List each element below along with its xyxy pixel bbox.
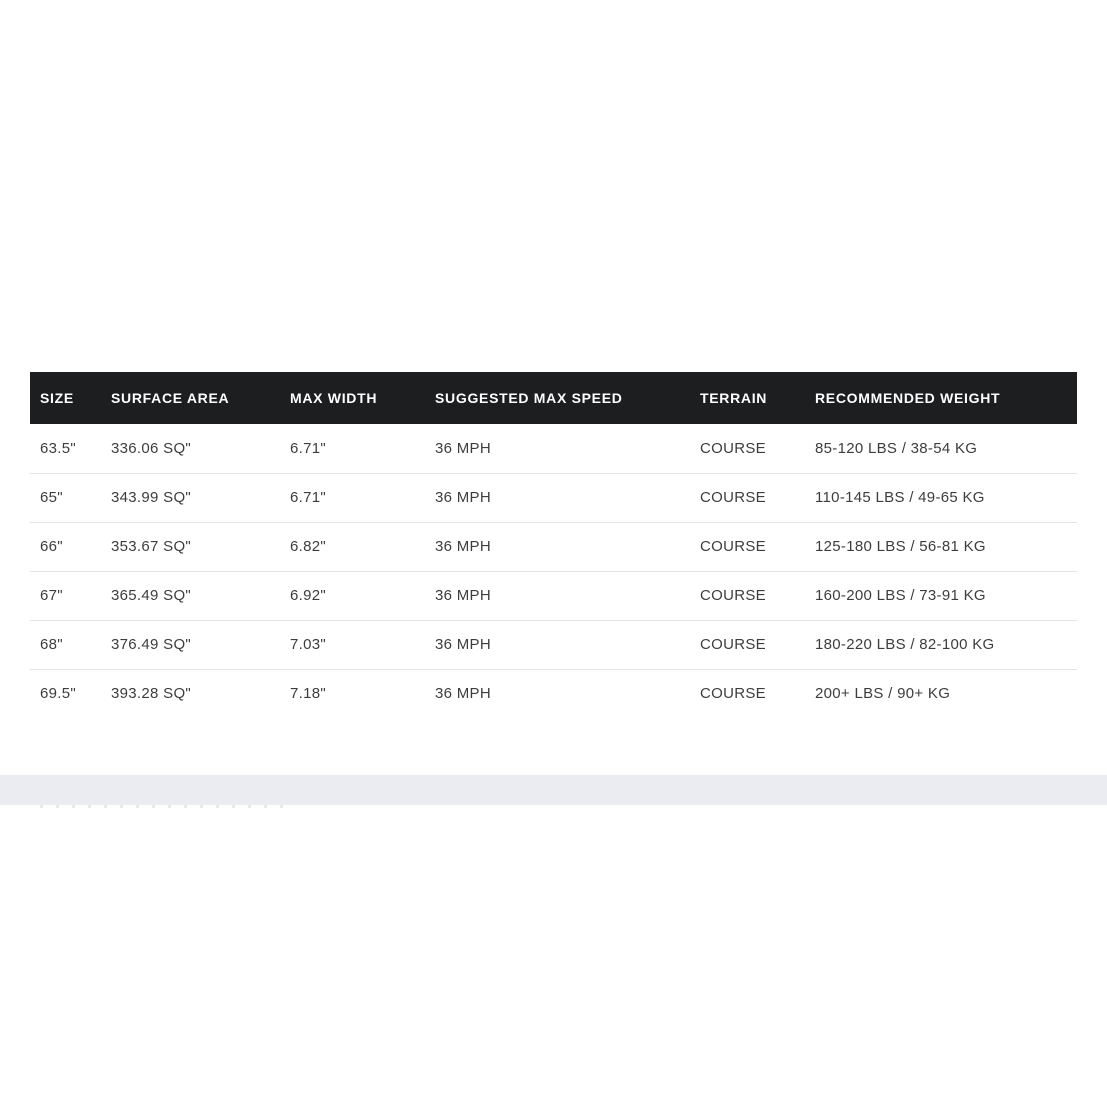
cell-surface-area: 393.28 SQ" <box>101 668 280 718</box>
cell-surface-area: 365.49 SQ" <box>101 570 280 620</box>
cell-surface-area: 353.67 SQ" <box>101 521 280 571</box>
cell-suggested-max-speed: 36 MPH <box>425 668 690 718</box>
cell-terrain: COURSE <box>690 570 805 620</box>
cell-max-width: 6.71" <box>280 472 425 522</box>
cell-size: 69.5" <box>30 668 101 718</box>
cell-suggested-max-speed: 36 MPH <box>425 570 690 620</box>
cell-size: 67" <box>30 570 101 620</box>
cell-suggested-max-speed: 36 MPH <box>425 521 690 571</box>
cell-recommended-weight: 180-220 LBS / 82-100 KG <box>805 619 1077 669</box>
spec-table-section: SIZE SURFACE AREA MAX WIDTH SUGGESTED MA… <box>30 372 1077 718</box>
column-header-size: SIZE <box>30 372 101 424</box>
table-row: 66" 353.67 SQ" 6.82" 36 MPH COURSE 125-1… <box>30 521 1077 571</box>
cell-recommended-weight: 200+ LBS / 90+ KG <box>805 668 1077 718</box>
column-header-surface-area: SURFACE AREA <box>101 372 280 424</box>
cell-max-width: 6.92" <box>280 570 425 620</box>
cell-max-width: 7.18" <box>280 668 425 718</box>
cell-size: 65" <box>30 472 101 522</box>
cell-surface-area: 343.99 SQ" <box>101 472 280 522</box>
table-row: 65" 343.99 SQ" 6.71" 36 MPH COURSE 110-1… <box>30 472 1077 522</box>
spec-table: SIZE SURFACE AREA MAX WIDTH SUGGESTED MA… <box>30 372 1077 718</box>
cell-terrain: COURSE <box>690 424 805 473</box>
cell-surface-area: 336.06 SQ" <box>101 424 280 473</box>
cell-recommended-weight: 125-180 LBS / 56-81 KG <box>805 521 1077 571</box>
cell-recommended-weight: 85-120 LBS / 38-54 KG <box>805 424 1077 473</box>
column-header-max-width: MAX WIDTH <box>280 372 425 424</box>
cell-size: 66" <box>30 521 101 571</box>
cell-terrain: COURSE <box>690 472 805 522</box>
cell-size: 68" <box>30 619 101 669</box>
column-header-suggested-max-speed: SUGGESTED MAX SPEED <box>425 372 690 424</box>
footer-band <box>0 775 1107 805</box>
column-header-terrain: TERRAIN <box>690 372 805 424</box>
cell-surface-area: 376.49 SQ" <box>101 619 280 669</box>
column-header-recommended-weight: RECOMMENDED WEIGHT <box>805 372 1077 424</box>
cell-max-width: 6.82" <box>280 521 425 571</box>
cell-recommended-weight: 160-200 LBS / 73-91 KG <box>805 570 1077 620</box>
cell-suggested-max-speed: 36 MPH <box>425 472 690 522</box>
cell-suggested-max-speed: 36 MPH <box>425 619 690 669</box>
table-row: 69.5" 393.28 SQ" 7.18" 36 MPH COURSE 200… <box>30 668 1077 718</box>
cell-max-width: 6.71" <box>280 424 425 473</box>
cell-terrain: COURSE <box>690 619 805 669</box>
table-row: 68" 376.49 SQ" 7.03" 36 MPH COURSE 180-2… <box>30 619 1077 669</box>
cell-terrain: COURSE <box>690 668 805 718</box>
cell-max-width: 7.03" <box>280 619 425 669</box>
table-row: 67" 365.49 SQ" 6.92" 36 MPH COURSE 160-2… <box>30 570 1077 620</box>
spec-table-header: SIZE SURFACE AREA MAX WIDTH SUGGESTED MA… <box>30 372 1077 424</box>
cell-suggested-max-speed: 36 MPH <box>425 424 690 473</box>
cutoff-content-strip <box>40 805 290 808</box>
header-row: SIZE SURFACE AREA MAX WIDTH SUGGESTED MA… <box>30 372 1077 424</box>
spec-table-body: 63.5" 336.06 SQ" 6.71" 36 MPH COURSE 85-… <box>30 424 1077 718</box>
cell-size: 63.5" <box>30 424 101 473</box>
cell-recommended-weight: 110-145 LBS / 49-65 KG <box>805 472 1077 522</box>
table-row: 63.5" 336.06 SQ" 6.71" 36 MPH COURSE 85-… <box>30 424 1077 473</box>
cell-terrain: COURSE <box>690 521 805 571</box>
